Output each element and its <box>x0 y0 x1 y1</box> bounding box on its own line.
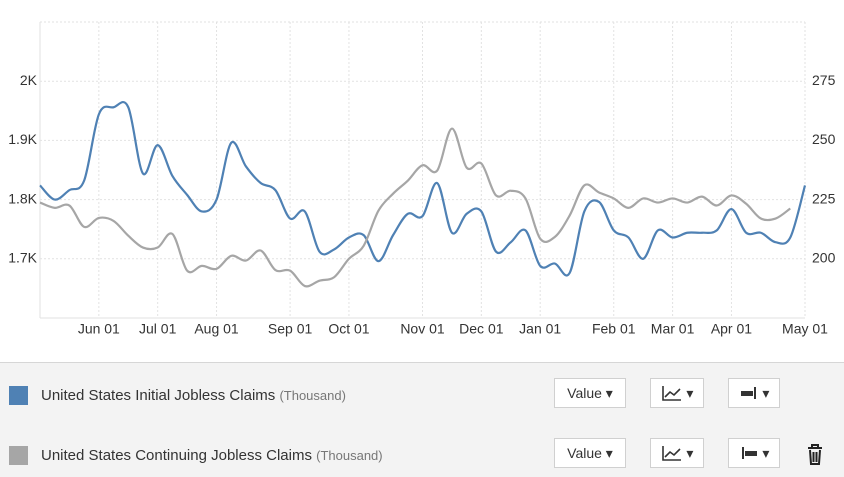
x-tick-label: Apr 01 <box>711 321 752 337</box>
x-tick-label: Mar 01 <box>651 321 695 337</box>
chart-type-dropdown[interactable]: ▾ <box>650 378 704 408</box>
dropdown-label: Value <box>567 445 602 461</box>
value-dropdown[interactable]: Value ▾ <box>554 378 626 408</box>
legend-label: United States Initial Jobless Claims (Th… <box>41 387 346 404</box>
legend-swatch <box>9 386 28 405</box>
legend-swatch <box>9 446 28 465</box>
y2-tick-label: 275 <box>812 72 836 88</box>
y-tick-label: 2K <box>20 72 38 88</box>
y-tick-label: 1.9K <box>8 131 37 147</box>
y2-tick-label: 250 <box>812 131 836 147</box>
x-tick-label: Sep 01 <box>268 321 313 337</box>
legend-label: United States Continuing Jobless Claims … <box>41 447 383 464</box>
legend-row: United States Continuing Jobless Claims … <box>0 435 844 475</box>
legend-row: United States Initial Jobless Claims (Th… <box>0 375 844 415</box>
legend-panel: United States Initial Jobless Claims (Th… <box>0 362 844 477</box>
series-name: United States Continuing Jobless Claims <box>41 447 312 464</box>
axis-dropdown[interactable]: ▾ <box>728 378 780 408</box>
series-line <box>39 100 807 277</box>
series-unit: (Thousand) <box>279 388 346 403</box>
delete-button[interactable] <box>805 443 825 467</box>
x-tick-label: May 01 <box>782 321 828 337</box>
axis-left-icon <box>741 447 757 459</box>
x-tick-label: Aug 01 <box>194 321 239 337</box>
series-name: United States Initial Jobless Claims <box>41 387 276 404</box>
y-tick-label: 1.7K <box>8 250 37 266</box>
x-tick-label: Oct 01 <box>328 321 369 337</box>
chart: 1.7K 1.8K 1.9K 2K 200 225 250 275 Jun 01 Jul 01 Au… <box>8 21 836 337</box>
axis-right-icon <box>740 387 756 399</box>
dropdown-label: Value <box>567 385 602 401</box>
y-tick-label: 1.8K <box>8 190 37 206</box>
x-tick-label: Jan 01 <box>519 321 561 337</box>
x-tick-label: Feb 01 <box>592 321 636 337</box>
x-tick-label: Jul 01 <box>139 321 177 337</box>
axis-dropdown[interactable]: ▾ <box>728 438 780 468</box>
x-tick-label: Nov 01 <box>400 321 445 337</box>
line-icon <box>661 386 681 401</box>
line-icon <box>661 446 681 461</box>
series-line <box>39 127 791 288</box>
y2-tick-label: 200 <box>812 250 836 266</box>
chart-type-dropdown[interactable]: ▾ <box>650 438 704 468</box>
value-dropdown[interactable]: Value ▾ <box>554 438 626 468</box>
y2-tick-label: 225 <box>812 190 836 206</box>
series-unit: (Thousand) <box>316 448 383 463</box>
x-tick-label: Jun 01 <box>78 321 120 337</box>
x-tick-label: Dec 01 <box>459 321 504 337</box>
